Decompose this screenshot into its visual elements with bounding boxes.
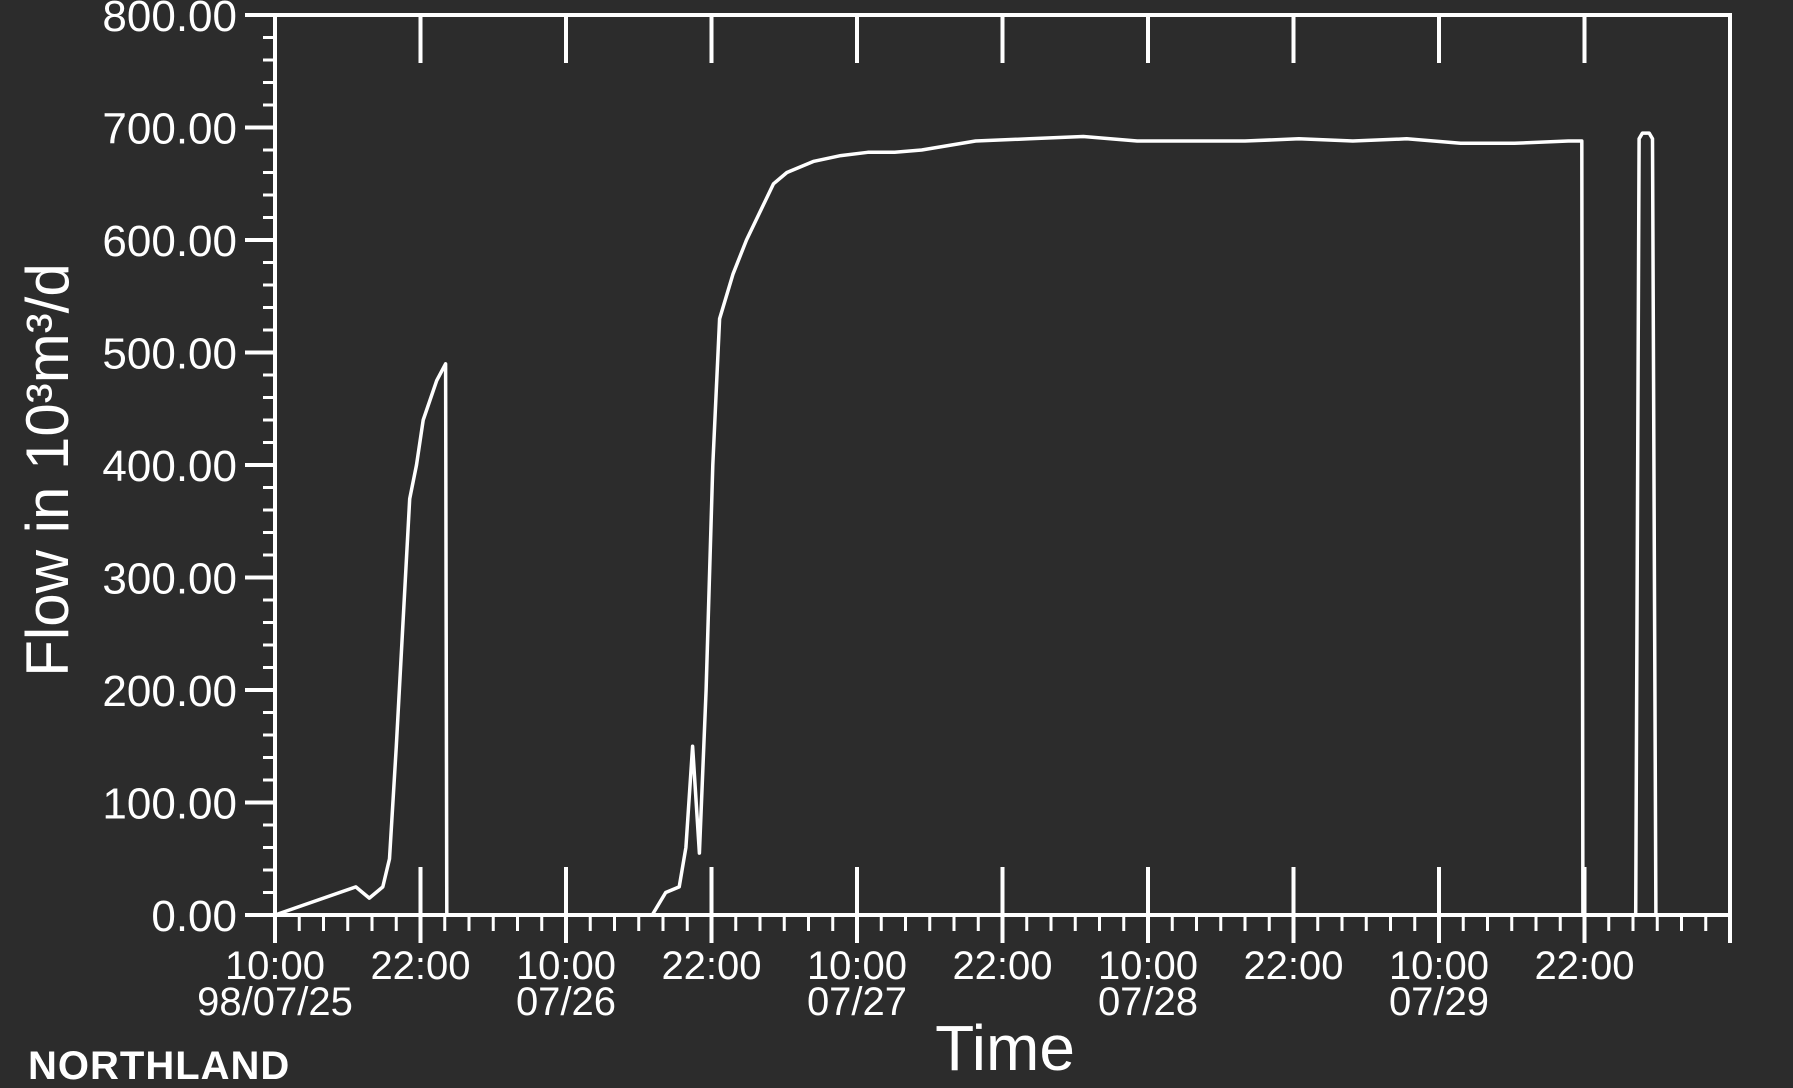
x-tick-time-label: 22:00 — [370, 944, 470, 988]
y-tick-label: 100.00 — [102, 780, 237, 829]
y-tick-label: 500.00 — [102, 330, 237, 379]
x-tick-time-label: 10:00 — [1098, 944, 1198, 988]
x-tick-date-label: 07/26 — [516, 980, 616, 1024]
x-tick-time-label: 10:00 — [807, 944, 907, 988]
y-tick-label: 400.00 — [102, 442, 237, 491]
x-tick-date-label: 07/29 — [1389, 980, 1489, 1024]
y-axis-label: Flow in 10³m³/d — [14, 263, 81, 676]
y-tick-label: 200.00 — [102, 667, 237, 716]
x-tick-time-label: 10:00 — [225, 944, 325, 988]
x-tick-time-label: 22:00 — [952, 944, 1052, 988]
y-axis: 0.00 100.00 200.00 300.00 400.00 500.00 600.00… — [102, 0, 275, 941]
x-tick-time-label: 22:00 — [661, 944, 761, 988]
x-tick-time-label: 22:00 — [1534, 944, 1634, 988]
series-layer — [273, 131, 1658, 917]
x-axis-label: Time — [935, 1012, 1075, 1081]
y-tick-label: 700.00 — [102, 105, 237, 154]
x-tick-date-label: 98/07/25 — [197, 980, 353, 1024]
flow-series-line — [273, 362, 449, 917]
plot-frame — [273, 13, 1732, 917]
y-tick-label: 300.00 — [102, 555, 237, 604]
flow-series-line — [1633, 131, 1658, 917]
y-tick-label: 600.00 — [102, 217, 237, 266]
flow-series-line — [650, 134, 1585, 917]
x-tick-time-label: 22:00 — [1243, 944, 1343, 988]
y-tick-label: 800.00 — [102, 0, 237, 41]
x-tick-date-label: 07/27 — [807, 980, 907, 1024]
x-tick-time-label: 10:00 — [516, 944, 616, 988]
x-tick-time-label: 10:00 — [1389, 944, 1489, 988]
y-tick-label: 0.00 — [151, 892, 237, 941]
x-tick-date-label: 07/28 — [1098, 980, 1198, 1024]
organization-label: NORTHLAND — [28, 1044, 291, 1088]
